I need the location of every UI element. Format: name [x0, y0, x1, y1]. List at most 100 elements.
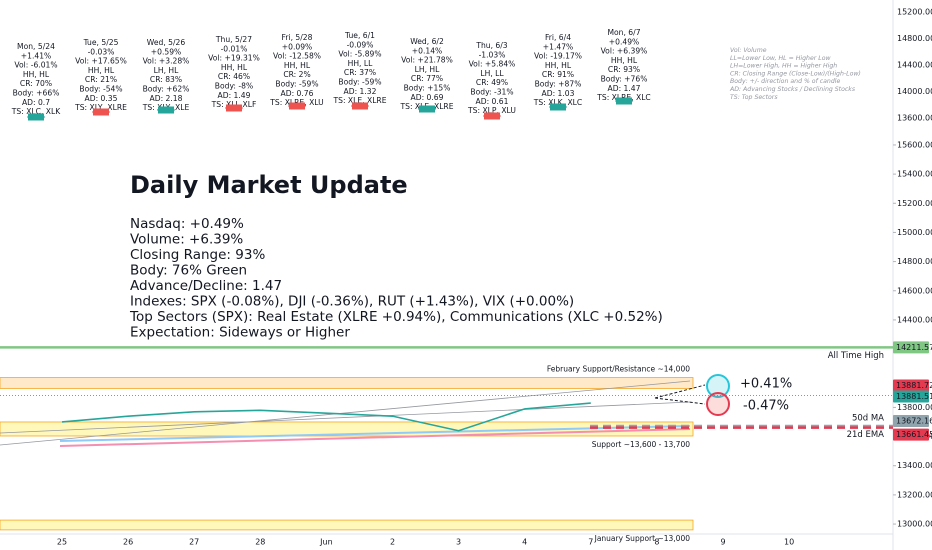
summary-line: Vol: -19.17% — [534, 52, 582, 61]
summary-line: HH, HL — [88, 66, 115, 75]
summary-line: Vol: +3.28% — [143, 57, 190, 66]
text-line: Closing Range: 93% — [130, 247, 265, 263]
summary-line: Wed, 6/2 — [410, 37, 444, 46]
summary-candle — [93, 108, 109, 116]
price-tag-label: 13661.45 — [896, 430, 932, 439]
x-tick-label: 2 — [390, 538, 395, 547]
summary-line: Body: -8% — [215, 82, 253, 91]
summary-line: LH, HL — [154, 66, 179, 75]
summary-line: +1.41% — [21, 51, 52, 60]
summary-line: Vol: +19.31% — [208, 54, 260, 63]
summary-line: Vol: +17.65% — [75, 57, 127, 66]
x-tick-label: 28 — [255, 538, 265, 547]
summary-line: Body: -59% — [275, 80, 318, 89]
summary-line: TS: XLP, XLU — [467, 106, 516, 115]
summary-line: AD: 1.49 — [218, 91, 251, 100]
price-line — [61, 402, 591, 432]
summary-line: Fri, 5/28 — [282, 33, 313, 42]
y-tick-label: 14400.00 — [897, 60, 932, 69]
text-line: Nasdaq: +0.49% — [130, 216, 244, 232]
summary-line: +0.09% — [282, 42, 313, 51]
price-tag-label: 14211.57 — [896, 343, 932, 352]
text-line: Expectation: Sideways or Higher — [130, 325, 350, 341]
x-tick-label: Jun — [319, 538, 333, 547]
summary-line: Thu, 5/27 — [215, 35, 252, 44]
price-tag-label: 13881.51 — [896, 392, 932, 401]
zone — [0, 377, 694, 389]
summary-candle — [289, 102, 305, 110]
legend-line: LH=Lower High, HH = Higher High — [730, 63, 837, 70]
projection-arrow — [654, 397, 706, 405]
y-tick-label: 15400.00 — [897, 170, 932, 179]
price-tag — [893, 341, 929, 354]
x-tick-label: 9 — [720, 538, 725, 547]
y-tick-label: 14800.00 — [897, 257, 932, 266]
text-line: Body: 76% Green — [130, 263, 247, 279]
summary-candle — [28, 113, 44, 121]
summary-line: CR: 77% — [411, 74, 443, 83]
summary-line: Vol: +6.39% — [601, 47, 648, 56]
summary-line: Body: +62% — [143, 85, 190, 94]
y-tick-label: 13400.00 — [897, 461, 932, 470]
summary-candle — [352, 102, 368, 110]
summary-line: -0.01% — [221, 44, 248, 53]
summary-line: Vol: -5.89% — [338, 50, 381, 59]
y-tick-label: 15000.00 — [897, 228, 932, 237]
summary-line: Wed, 5/26 — [147, 38, 186, 47]
legend-line: LL=Lower Low, HL = Higher Low — [730, 55, 832, 62]
x-tick-label: 3 — [456, 538, 461, 547]
summary-line: Thu, 6/3 — [475, 41, 507, 50]
y-tick-label: 14400.00 — [897, 315, 932, 324]
level-label: 50d MA — [852, 414, 884, 424]
x-tick-label: 25 — [57, 538, 67, 547]
summary-line: AD: 1.03 — [542, 89, 575, 98]
moving-average — [59, 425, 691, 442]
summary-line: Body: +66% — [13, 89, 60, 98]
summary-line: Body: +87% — [535, 80, 582, 89]
x-tick-label: 8 — [654, 538, 659, 547]
summary-line: AD: 2.18 — [150, 94, 183, 103]
summary-candle — [158, 106, 174, 114]
summary-line: CR: 70% — [20, 79, 52, 88]
zone-label: Support ~13,600 - 13,700 — [592, 440, 691, 449]
summary-line: CR: 83% — [150, 75, 182, 84]
y-tick-label: 15600.00 — [897, 140, 932, 149]
target-circle — [706, 374, 730, 398]
summary-line: Vol: -6.01% — [14, 61, 57, 70]
zone-label: February Support/Resistance ~14,000 — [547, 365, 690, 374]
price-tag-label: 13881.72 — [896, 381, 932, 390]
summary-line: AD: 0.35 — [85, 94, 118, 103]
summary-line: +0.59% — [151, 47, 182, 56]
summary-line: Vol: -12.58% — [273, 52, 321, 61]
summary-line: Body: +15% — [404, 84, 451, 93]
summary-line: -1.03% — [479, 50, 506, 59]
annotation: -0.47% — [743, 399, 789, 414]
summary-candle — [226, 104, 242, 112]
trendline — [0, 380, 691, 446]
y-tick-label: 14000.00 — [897, 87, 932, 96]
summary-line: Body: +76% — [601, 75, 648, 84]
summary-line: Vol: +5.84% — [469, 60, 516, 69]
level-label: 21d EMA — [847, 430, 885, 440]
projection-arrow — [654, 384, 706, 399]
summary-line: CR: 21% — [85, 75, 117, 84]
text-title: Daily Market Update — [130, 171, 408, 199]
summary-candle — [616, 97, 632, 105]
summary-line: AD: 0.76 — [281, 89, 314, 98]
summary-line: HH, HL — [284, 61, 311, 70]
price-tag-label: 13672.16 — [896, 417, 932, 426]
summary-line: Body: -54% — [79, 85, 122, 94]
summary-line: CR: 91% — [542, 70, 574, 79]
zone-label: January Support ~13,000 — [594, 534, 691, 543]
legend-line: AD: Advancing Stocks / Declining Stocks — [729, 85, 856, 93]
summary-line: -0.03% — [88, 47, 115, 56]
target-circle — [706, 392, 730, 416]
summary-line: CR: 93% — [608, 65, 640, 74]
summary-line: Tue, 5/25 — [83, 38, 119, 47]
price-tag — [893, 428, 929, 441]
moving-average — [59, 428, 691, 447]
y-tick-label: 13600.00 — [897, 114, 932, 123]
zone — [0, 519, 694, 531]
